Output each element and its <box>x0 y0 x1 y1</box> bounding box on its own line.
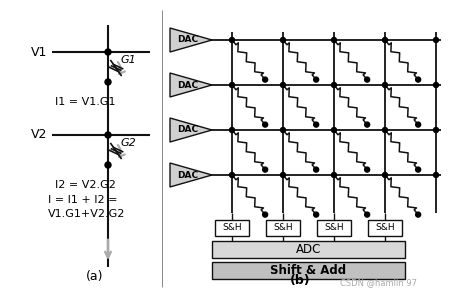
Circle shape <box>281 127 285 132</box>
Circle shape <box>434 127 438 132</box>
Circle shape <box>365 122 370 127</box>
Text: G2: G2 <box>121 138 137 148</box>
Circle shape <box>365 77 370 82</box>
Circle shape <box>383 173 388 178</box>
Text: V1: V1 <box>31 45 47 58</box>
Circle shape <box>314 167 319 172</box>
Circle shape <box>105 132 111 138</box>
Text: S&H: S&H <box>273 224 293 232</box>
Circle shape <box>416 167 420 172</box>
Circle shape <box>229 173 235 178</box>
FancyBboxPatch shape <box>266 220 300 236</box>
Text: DAC: DAC <box>177 125 198 135</box>
Circle shape <box>314 122 319 127</box>
Circle shape <box>416 77 420 82</box>
Circle shape <box>383 37 388 42</box>
Circle shape <box>434 37 438 42</box>
Circle shape <box>365 212 370 217</box>
Circle shape <box>105 162 111 168</box>
FancyBboxPatch shape <box>212 262 405 279</box>
Circle shape <box>281 83 285 88</box>
Circle shape <box>331 83 337 88</box>
Text: DAC: DAC <box>177 81 198 89</box>
Circle shape <box>263 77 268 82</box>
Circle shape <box>383 83 388 88</box>
Text: I = I1 + I2 =
V1.G1+V2.G2: I = I1 + I2 = V1.G1+V2.G2 <box>48 195 126 219</box>
Polygon shape <box>170 163 212 187</box>
FancyBboxPatch shape <box>317 220 351 236</box>
Circle shape <box>105 49 111 55</box>
Circle shape <box>281 37 285 42</box>
FancyBboxPatch shape <box>215 220 249 236</box>
Circle shape <box>105 79 111 85</box>
Circle shape <box>263 167 268 172</box>
Circle shape <box>331 127 337 132</box>
Circle shape <box>416 122 420 127</box>
Text: CSDN @hamlin 97: CSDN @hamlin 97 <box>340 278 417 287</box>
FancyBboxPatch shape <box>368 220 402 236</box>
Text: I2 = V2.G2: I2 = V2.G2 <box>55 180 116 190</box>
Circle shape <box>331 173 337 178</box>
Circle shape <box>263 122 268 127</box>
Circle shape <box>434 83 438 88</box>
Text: ADC: ADC <box>296 243 321 256</box>
Text: I1 = V1.G1: I1 = V1.G1 <box>55 97 116 107</box>
Circle shape <box>281 173 285 178</box>
Polygon shape <box>170 28 212 52</box>
Circle shape <box>229 37 235 42</box>
Text: S&H: S&H <box>375 224 395 232</box>
Text: DAC: DAC <box>177 35 198 45</box>
Circle shape <box>416 212 420 217</box>
Text: S&H: S&H <box>324 224 344 232</box>
Circle shape <box>263 212 268 217</box>
Text: (a): (a) <box>86 270 104 283</box>
Text: V2: V2 <box>31 129 47 142</box>
Circle shape <box>434 173 438 178</box>
Text: S&H: S&H <box>222 224 242 232</box>
Circle shape <box>314 77 319 82</box>
Polygon shape <box>170 118 212 142</box>
Circle shape <box>383 127 388 132</box>
Polygon shape <box>170 73 212 97</box>
Circle shape <box>229 83 235 88</box>
Text: (b): (b) <box>290 274 310 287</box>
Circle shape <box>314 212 319 217</box>
Circle shape <box>365 167 370 172</box>
Text: Shift & Add: Shift & Add <box>271 264 346 277</box>
Text: G1: G1 <box>121 55 137 65</box>
Text: DAC: DAC <box>177 171 198 179</box>
FancyBboxPatch shape <box>212 241 405 258</box>
Circle shape <box>229 127 235 132</box>
Circle shape <box>331 37 337 42</box>
